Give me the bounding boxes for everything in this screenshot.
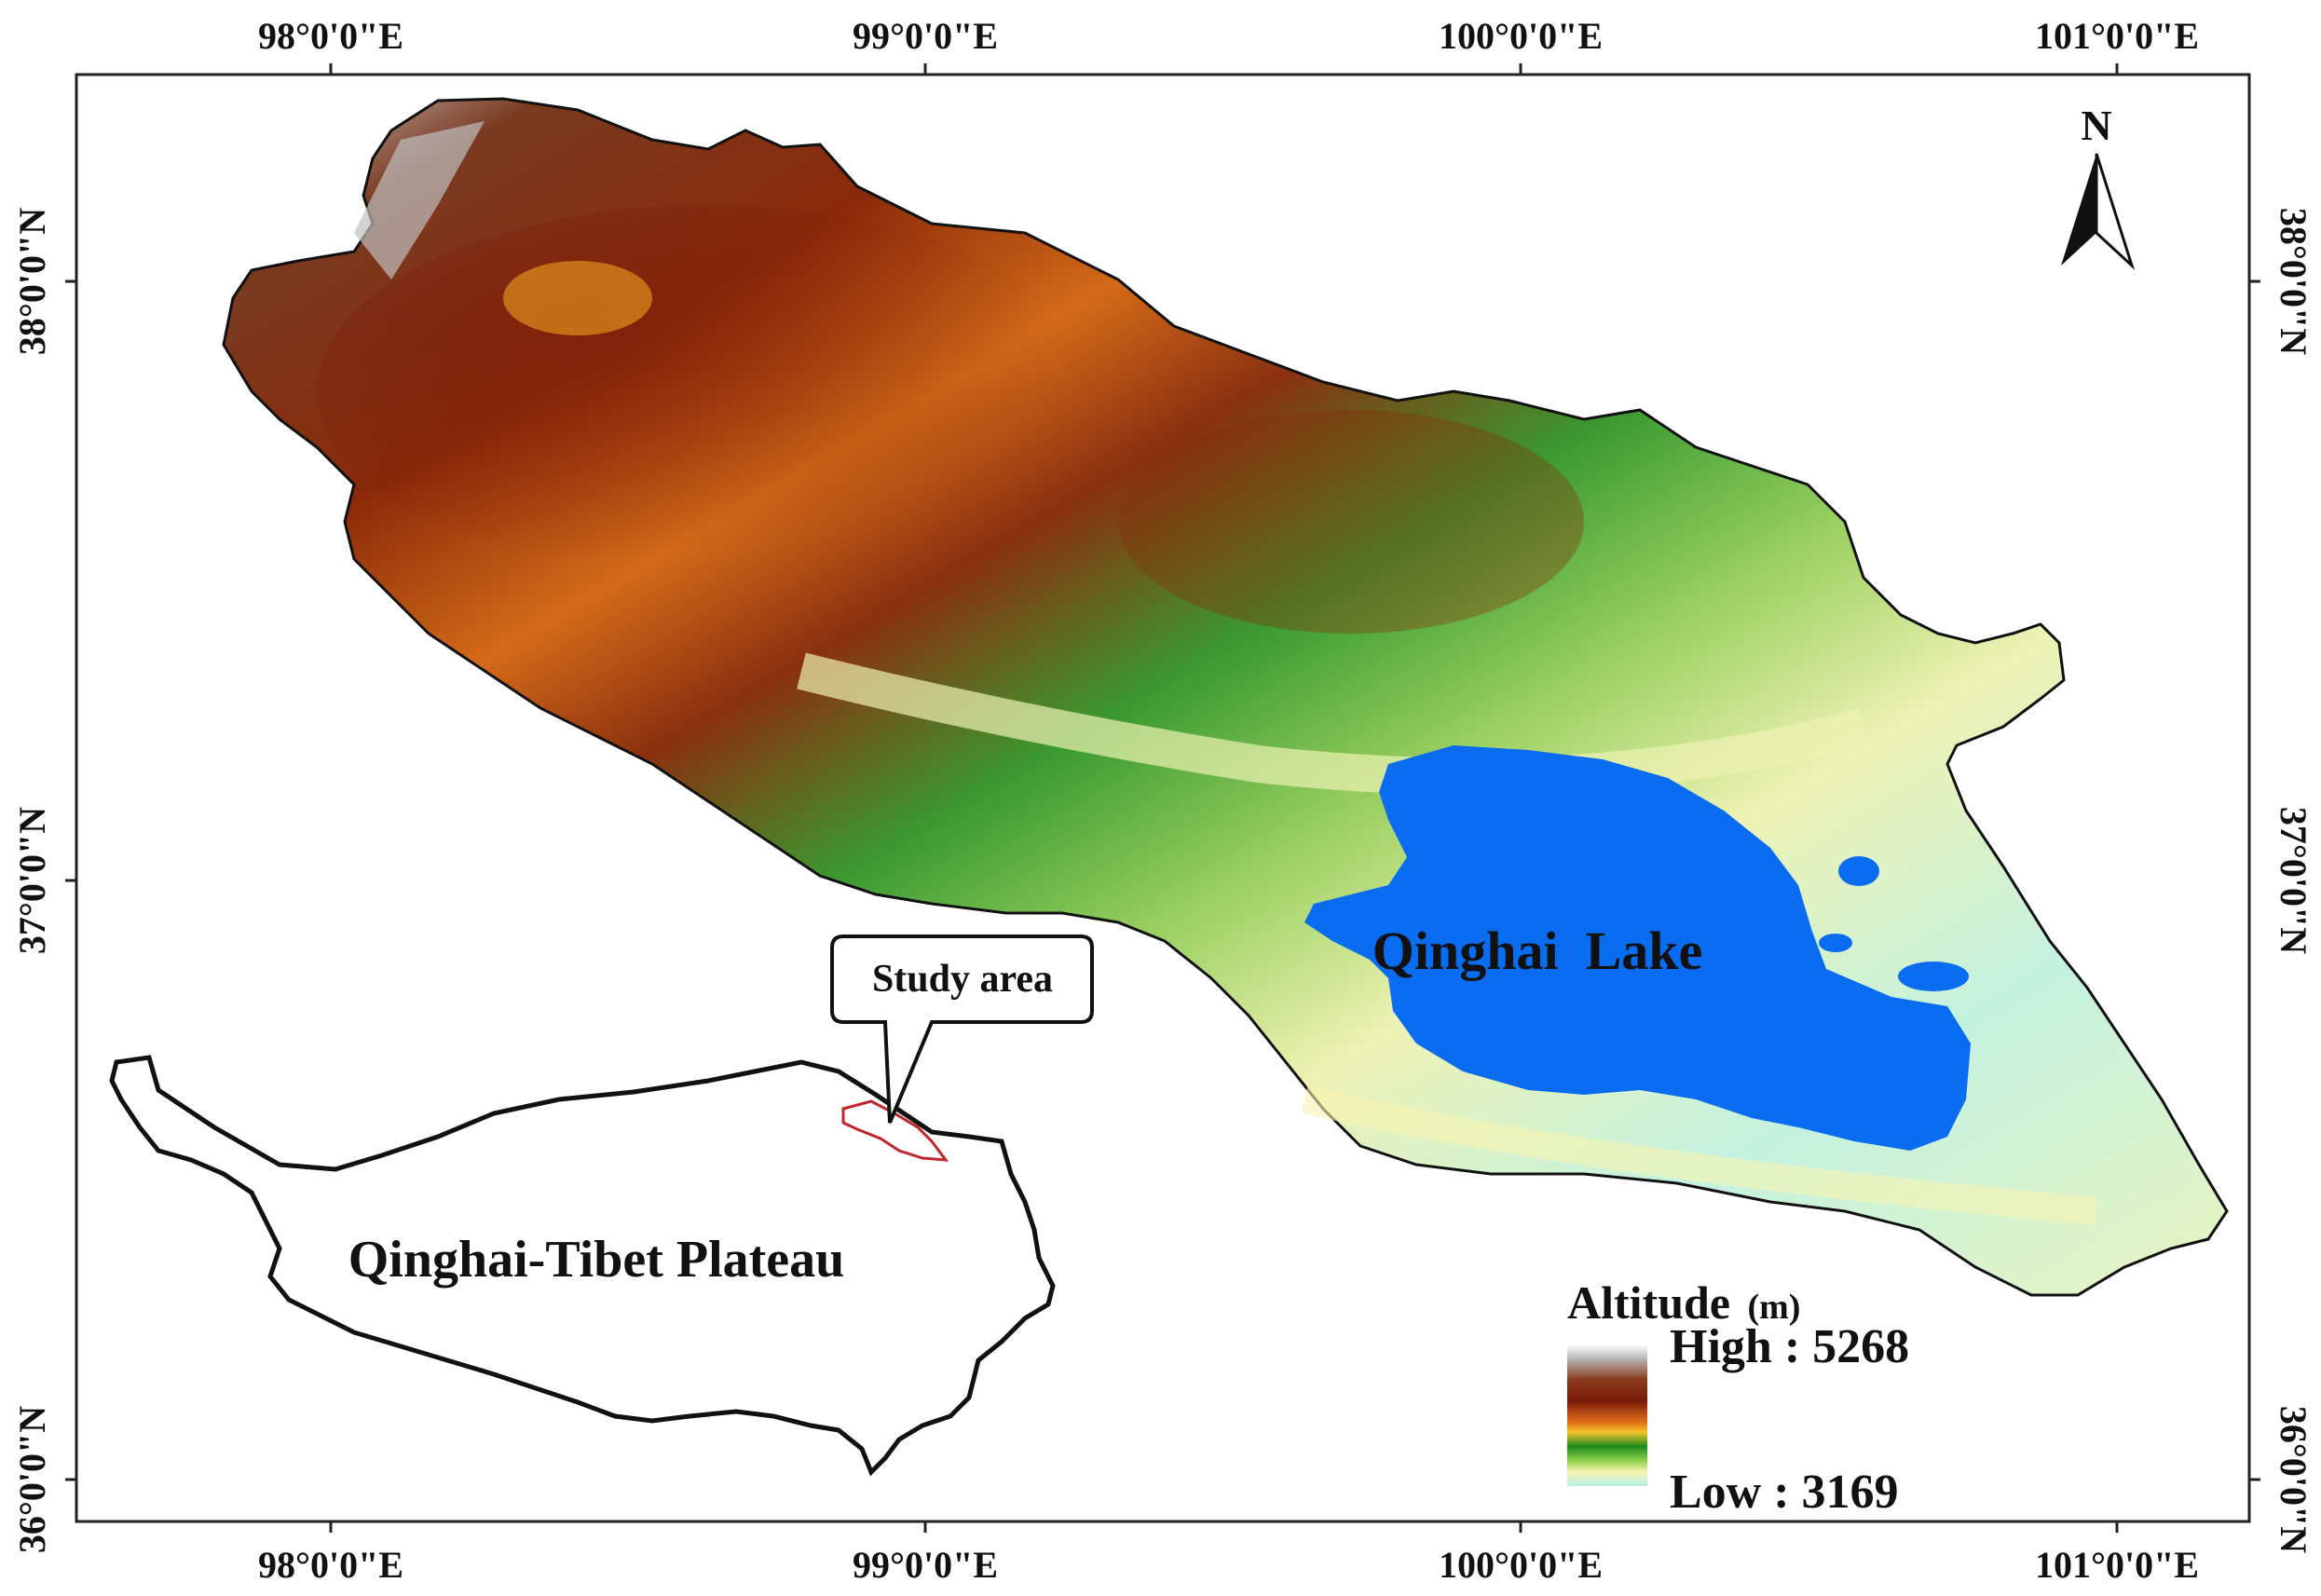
- lat-label-right-3: 36°0'0"N: [2273, 1406, 2314, 1553]
- lat-label-left-3: 36°0'0"N: [11, 1406, 53, 1553]
- legend-title-text: Altitude: [1567, 1276, 1730, 1329]
- graticule-ticks: [65, 63, 2260, 1533]
- legend-color-ramp: [1567, 1344, 1647, 1486]
- lon-label-bottom-1: 98°0'0"E: [258, 1544, 403, 1586]
- north-arrow: N: [2061, 102, 2136, 270]
- callout-label: Study area: [872, 958, 1053, 1001]
- lon-label-bottom-4: 101°0'0"E: [2035, 1544, 2199, 1586]
- callout-box: [830, 934, 1094, 1124]
- plateau-outline: [109, 1055, 1056, 1477]
- lon-label-top-2: 99°0'0"E: [853, 15, 998, 57]
- inset-plateau: Qinghai-Tibet Plateau Study area: [109, 934, 1094, 1477]
- qinghai-lake: [1304, 745, 1971, 1151]
- lon-label-top-4: 101°0'0"E: [2035, 15, 2199, 57]
- lon-label-top-1: 98°0'0"E: [258, 15, 403, 57]
- lake-islet: [1898, 962, 1969, 991]
- plateau-label: Qinghai-Tibet Plateau: [348, 1231, 845, 1289]
- lat-label-right-2: 37°0'0"N: [2273, 807, 2314, 954]
- lake-islet: [1819, 934, 1852, 952]
- lake-islet: [1838, 856, 1879, 886]
- legend-title: Altitude (m): [1567, 1276, 1800, 1329]
- altitude-legend: Altitude (m) High : 5268 Low : 3169: [1567, 1276, 1909, 1519]
- legend-unit: (m): [1748, 1288, 1801, 1327]
- lon-label-bottom-3: 100°0'0"E: [1439, 1544, 1603, 1586]
- lat-label-left-1: 38°0'0"N: [11, 208, 53, 355]
- lake-label: Qinghai Lake: [1372, 921, 1703, 981]
- lon-label-top-3: 100°0'0"E: [1439, 15, 1603, 57]
- lat-label-right-1: 38°0'0"N: [2273, 208, 2314, 355]
- lat-label-left-2: 37°0'0"N: [11, 807, 53, 954]
- lon-label-bottom-2: 99°0'0"E: [853, 1544, 998, 1586]
- north-arrow-label: N: [2081, 102, 2111, 149]
- legend-high-label: High : 5268: [1670, 1320, 1909, 1373]
- legend-low-label: Low : 3169: [1670, 1466, 1899, 1519]
